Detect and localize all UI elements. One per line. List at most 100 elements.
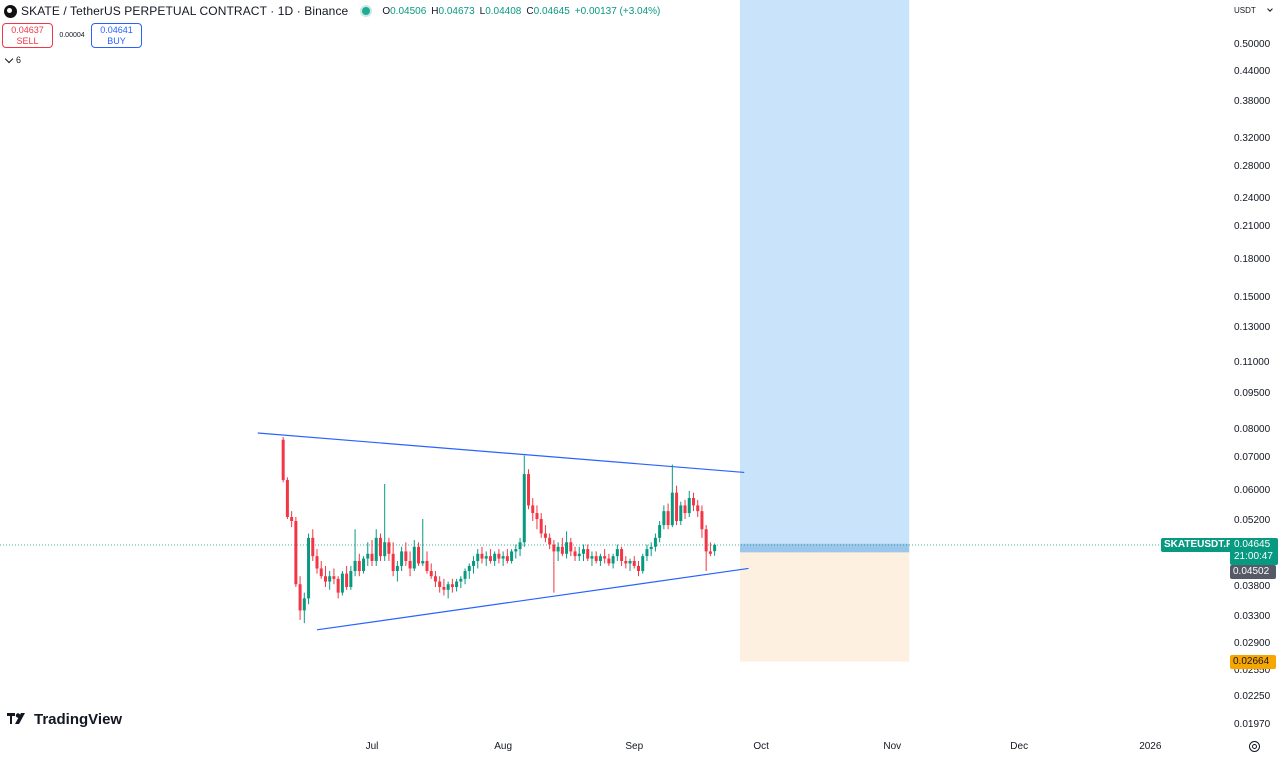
- candle-body: [374, 537, 378, 561]
- candle: [522, 455, 526, 547]
- candle: [514, 544, 518, 559]
- candle: [332, 568, 336, 585]
- stop-price-tag: 0.04502: [1230, 565, 1276, 579]
- candle: [366, 542, 370, 566]
- y-tick-label: 0.02250: [1234, 691, 1271, 703]
- candle: [484, 551, 488, 566]
- candle-body: [514, 549, 518, 552]
- candle-body: [501, 556, 505, 559]
- candle: [691, 492, 695, 512]
- candle: [302, 592, 306, 624]
- last-price-value: 0.04645: [1234, 539, 1271, 550]
- candle: [649, 542, 653, 557]
- market-status-icon[interactable]: [362, 7, 371, 15]
- candle-body: [603, 556, 607, 559]
- candle-body: [548, 537, 552, 545]
- y-tick-label: 0.08000: [1234, 424, 1271, 436]
- candle-body: [467, 565, 471, 572]
- x-tick-label: Sep: [625, 741, 644, 752]
- candle: [535, 505, 539, 530]
- candle-body: [353, 560, 357, 572]
- candle: [653, 533, 657, 552]
- candle: [319, 560, 323, 579]
- candle: [467, 563, 471, 579]
- candle-body: [565, 542, 569, 554]
- candle: [285, 477, 289, 519]
- candle: [573, 546, 577, 561]
- symbol-title[interactable]: SKATE / TetherUS PERPETUAL CONTRACT · 1D…: [21, 4, 349, 18]
- candle: [349, 565, 353, 590]
- candle: [505, 549, 509, 564]
- candle-body: [307, 537, 311, 599]
- y-tick-label: 0.15000: [1234, 292, 1271, 304]
- candle-body: [357, 560, 361, 572]
- candle-body: [285, 479, 289, 517]
- candle: [658, 521, 662, 543]
- candle: [586, 544, 590, 561]
- candle-body: [615, 549, 619, 557]
- candle-body: [611, 556, 615, 564]
- candle: [450, 578, 454, 593]
- candle: [670, 464, 674, 528]
- candle: [294, 516, 298, 587]
- candle-body: [666, 511, 670, 526]
- y-tick-label: 0.32000: [1234, 132, 1271, 144]
- candle-body: [345, 573, 349, 587]
- candle: [472, 556, 476, 574]
- currency-selector[interactable]: USDT: [1229, 1, 1277, 20]
- candle-body: [620, 549, 624, 561]
- y-tick-label: 0.44000: [1234, 65, 1271, 77]
- candle: [565, 531, 569, 559]
- sell-button[interactable]: 0.04637 SELL: [2, 23, 53, 48]
- candle-body: [708, 551, 712, 554]
- trade-panel: 0.04637 SELL 0.00004 0.04641 BUY: [2, 23, 142, 48]
- candle: [624, 556, 628, 569]
- indicators-toggle[interactable]: 6: [4, 54, 21, 65]
- candle: [433, 571, 437, 587]
- buy-price: 0.04641: [100, 25, 133, 35]
- candle: [476, 549, 480, 569]
- candle-body: [370, 553, 374, 561]
- y-tick-label: 0.11000: [1234, 357, 1270, 369]
- candle-body: [653, 537, 657, 547]
- candle-body: [429, 571, 433, 577]
- candle-body: [518, 542, 522, 550]
- y-tick-label: 0.07000: [1234, 452, 1271, 464]
- candle-body: [387, 542, 391, 554]
- candle-body: [505, 556, 509, 561]
- candle: [315, 549, 319, 574]
- x-tick-label: Nov: [883, 741, 902, 752]
- candle-body: [476, 553, 480, 561]
- candle: [455, 578, 459, 592]
- y-tick-label: 0.21000: [1234, 221, 1271, 233]
- settings-icon[interactable]: [1249, 741, 1260, 752]
- sell-label: SELL: [16, 36, 39, 46]
- candle: [552, 540, 556, 593]
- y-tick-label: 0.13000: [1234, 322, 1271, 334]
- candle-body: [315, 556, 319, 569]
- y-tick-label: 0.18000: [1234, 253, 1271, 265]
- candle: [603, 549, 607, 564]
- candle-body: [696, 505, 700, 512]
- candle-body: [425, 560, 429, 572]
- candle-body: [628, 560, 632, 564]
- candle: [539, 513, 543, 538]
- candle: [577, 546, 581, 561]
- candle: [400, 546, 404, 572]
- candle: [704, 525, 708, 572]
- candle: [569, 537, 573, 557]
- candle-body: [395, 565, 399, 572]
- tradingview-logo[interactable]: TradingView: [7, 711, 122, 728]
- candle: [641, 553, 645, 574]
- candle: [374, 529, 378, 566]
- candle: [675, 485, 679, 526]
- y-tick-label: 0.03300: [1234, 610, 1271, 622]
- candle-body: [598, 556, 602, 561]
- candle-body: [687, 498, 691, 514]
- candle: [417, 542, 421, 566]
- candle-body: [569, 542, 573, 552]
- candle-body: [450, 584, 454, 587]
- buy-button[interactable]: 0.04641 BUY: [91, 23, 142, 48]
- candle-body: [543, 533, 547, 538]
